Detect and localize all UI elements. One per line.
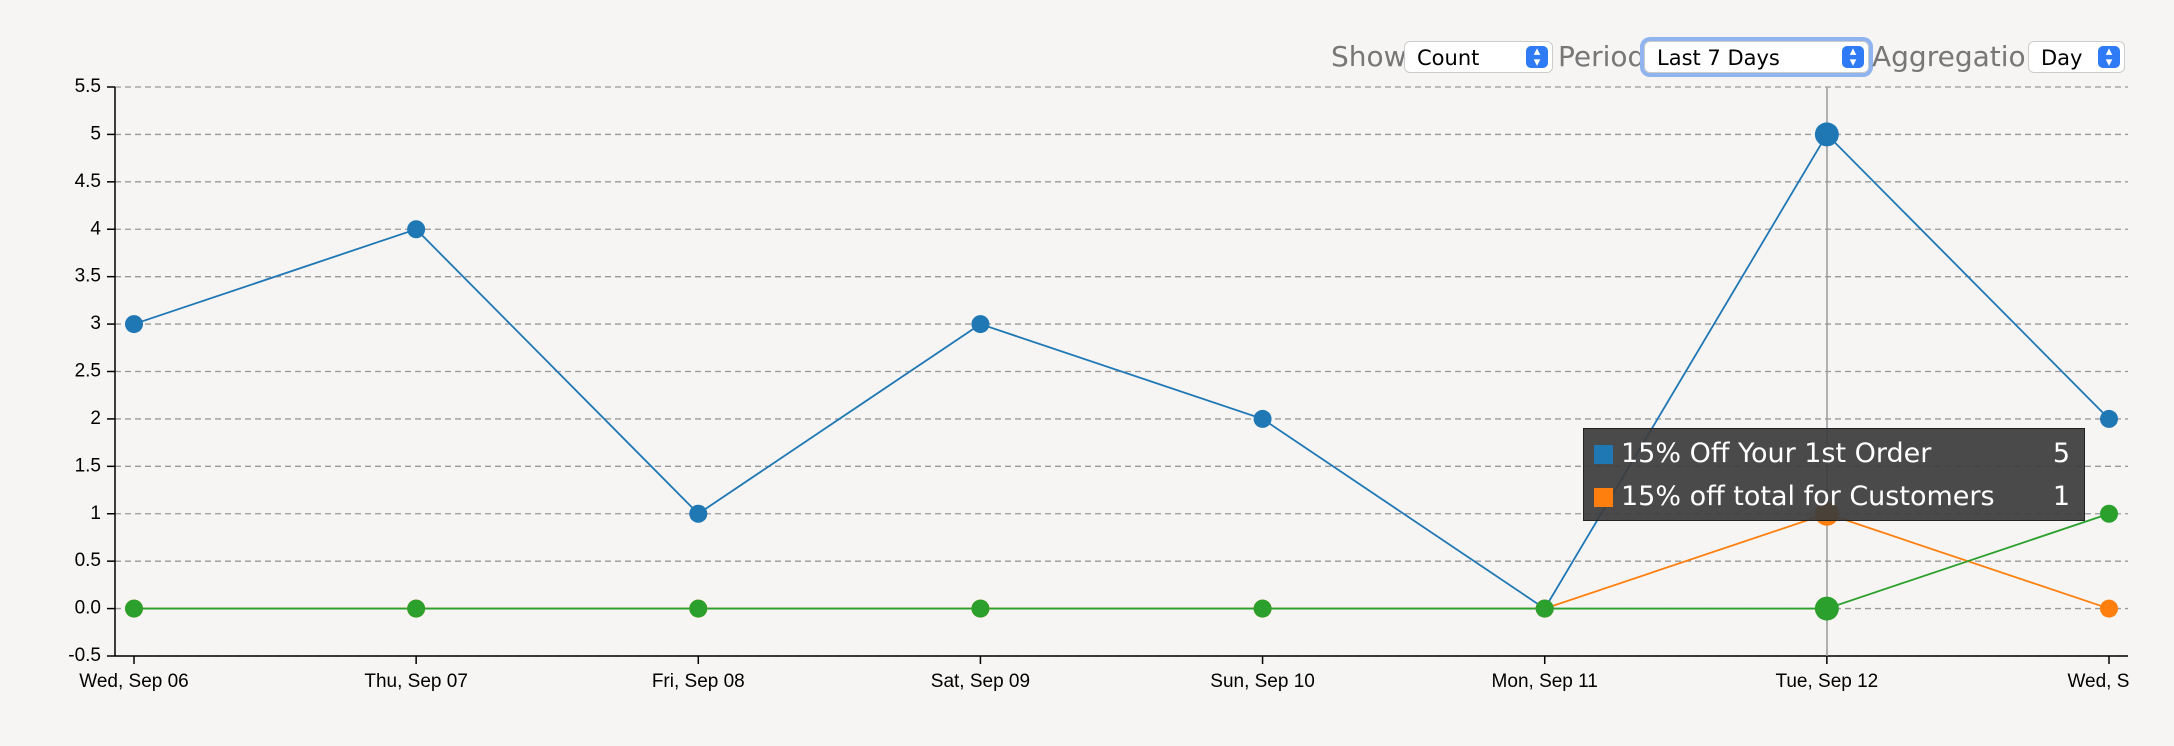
tooltip-name: 15% off total for Customers <box>1621 481 1995 512</box>
select-arrow: ▴ ▾ <box>2098 45 2120 69</box>
x-tick-label: Fri, Sep 08 <box>652 671 745 692</box>
y-tick-label: 4 <box>90 218 101 239</box>
data-point <box>1253 599 1272 618</box>
y-tick-label: 1 <box>90 503 101 524</box>
series-line <box>134 512 2110 610</box>
aggregation-label: Aggregation <box>1872 40 2044 73</box>
tooltip-name: 15% Off Your 1st Order <box>1621 438 1932 469</box>
select-arrow: ▴ ▾ <box>1842 45 1864 69</box>
x-tick-label: Wed, Sep 06 <box>79 671 189 692</box>
data-point <box>1535 599 1554 618</box>
data-point <box>125 599 143 618</box>
y-tick-label: 2.5 <box>75 361 101 382</box>
data-point <box>407 599 426 618</box>
y-tick-label: 5.5 <box>75 76 101 97</box>
y-tick-label: 4.5 <box>75 171 101 192</box>
period-select[interactable]: Last 7 Days ▴ ▾ <box>1644 41 1869 73</box>
x-tick-label: Wed, Sep <box>2067 671 2150 692</box>
tooltip-value: 5 <box>2052 438 2070 469</box>
x-tick-label: Tue, Sep 12 <box>1775 671 1878 692</box>
data-point <box>971 599 990 618</box>
data-point <box>689 504 708 523</box>
data-point <box>1253 409 1272 428</box>
data-point <box>407 220 426 239</box>
swatch <box>1594 488 1613 507</box>
show-label: Show <box>1331 40 1407 73</box>
tooltip: 15% Off Your 1st Order 5 15% off total fo… <box>1583 428 2085 521</box>
swatch <box>1594 445 1613 464</box>
data-point <box>971 315 990 334</box>
tooltip-row: 15% off total for Customers 1 <box>1594 477 2070 517</box>
x-labels: Wed, Sep 06 Thu, Sep 07 Fri, Sep 08 Sat, Se… <box>79 671 2150 692</box>
y-tick-label: 0.0 <box>75 598 101 619</box>
x-tick-label: Sun, Sep 10 <box>1210 671 1315 692</box>
period-value: Last 7 Days <box>1657 46 1780 70</box>
data-point <box>1814 596 1839 621</box>
x-tick-label: Mon, Sep 11 <box>1492 671 1598 692</box>
data-point <box>2100 409 2118 428</box>
y-tick-label: 3.5 <box>75 266 101 287</box>
y-tick-label: 0.5 <box>75 550 101 571</box>
y-tick-label: -0.5 <box>68 645 101 666</box>
select-arrow: ▴ ▾ <box>1526 45 1548 69</box>
show-value: Count <box>1417 46 1480 70</box>
y-tick-label: 5 <box>90 123 101 144</box>
data-point <box>2100 599 2118 618</box>
aggregation-value: Day <box>2041 46 2083 70</box>
data-point <box>125 315 143 334</box>
period-label: Period <box>1558 40 1646 73</box>
y-tick-label: 2 <box>90 408 101 429</box>
aggregation-select[interactable]: Day ▴ ▾ <box>2028 41 2125 73</box>
y-tick-label: 1.5 <box>75 455 101 476</box>
x-tick-label: Thu, Sep 07 <box>364 671 468 692</box>
data-point <box>1814 122 1839 147</box>
show-select[interactable]: Count ▴ ▾ <box>1404 41 1553 73</box>
data-point <box>689 599 708 618</box>
x-tick-label: Sat, Sep 09 <box>931 671 1030 692</box>
axes: -0.5 0.0 0.5 1 1.5 2 2.5 3 3.5 4 4.5 5 5.5 <box>68 76 2128 666</box>
data-point <box>2100 504 2118 523</box>
series-line <box>133 132 2110 610</box>
y-tick-label: 3 <box>90 313 101 334</box>
tooltip-value: 1 <box>2052 481 2070 512</box>
tooltip-row: 15% Off Your 1st Order 5 <box>1594 434 2070 474</box>
